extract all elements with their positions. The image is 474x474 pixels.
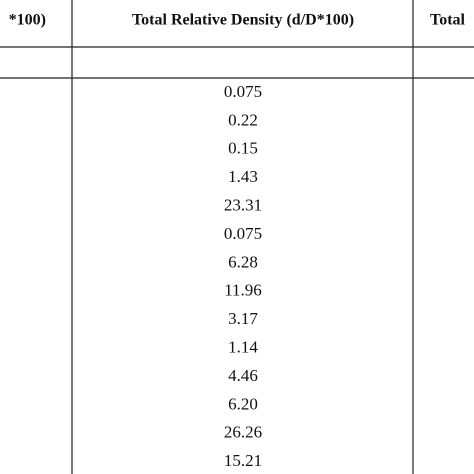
table-cell: 0.22 (228, 110, 258, 129)
table-cell: 6.20 (228, 394, 258, 413)
header-cell: *100) (9, 12, 46, 29)
table-cell: 0.15 (228, 139, 258, 158)
table-cell: 4.46 (228, 366, 258, 385)
table-cell: 26.26 (224, 423, 262, 442)
table-cell: 11.96 (224, 281, 262, 300)
table-cell: 3.17 (228, 309, 258, 328)
table-cell: 6.28 (228, 252, 258, 271)
table-cell: 1.14 (228, 338, 258, 357)
header-cell: Total (430, 12, 466, 29)
header-cell: Total Relative Density (d/D*100) (132, 12, 354, 29)
table-cell: 0.075 (224, 82, 262, 101)
table-cell: 1.43 (228, 167, 258, 186)
table-cell: 23.31 (224, 196, 262, 215)
table-cell: 0.075 (224, 224, 262, 243)
table-cell: 15.21 (224, 451, 262, 470)
